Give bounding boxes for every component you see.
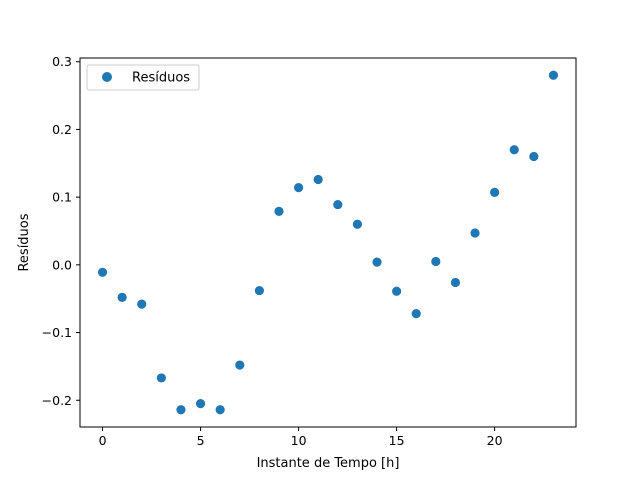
data-point <box>137 299 147 309</box>
data-point <box>195 399 206 409</box>
data-point <box>411 308 421 319</box>
data-point <box>529 151 539 162</box>
scatter-points <box>97 70 559 415</box>
data-point <box>313 174 323 185</box>
y-tick-label: 0.1 <box>52 190 72 205</box>
x-axis-label: Instante de Tempo [h] <box>257 456 400 471</box>
data-point <box>254 285 264 296</box>
data-point <box>548 70 559 80</box>
x-tick-label: 10 <box>291 433 307 448</box>
y-tick-label: −0.2 <box>42 393 72 408</box>
y-tick-label: −0.1 <box>42 325 72 340</box>
legend-marker <box>102 72 112 82</box>
y-axis-label: Resíduos <box>17 213 32 271</box>
x-tick-label: 0 <box>99 433 107 448</box>
data-point <box>490 187 500 197</box>
data-point <box>372 257 382 267</box>
data-point <box>470 228 480 238</box>
data-point <box>392 286 402 296</box>
legend-box <box>86 64 200 91</box>
data-point <box>235 360 245 370</box>
x-tick-label: 20 <box>487 433 503 448</box>
data-point <box>117 292 127 302</box>
data-point <box>176 405 186 415</box>
data-point <box>293 183 304 193</box>
y-tick-label: 0.2 <box>52 122 72 137</box>
plot-frame <box>79 57 577 428</box>
legend: Resíduos <box>86 64 200 91</box>
data-point <box>509 145 519 155</box>
y-axis-ticks: −0.2 −0.1 0.0 0.1 0.2 0.3 <box>42 54 80 408</box>
data-point <box>352 219 363 229</box>
plot-area <box>80 58 576 427</box>
data-point <box>215 405 225 415</box>
data-point <box>274 206 284 216</box>
x-axis-ticks: 0 5 10 15 20 <box>99 427 503 448</box>
data-point <box>156 373 166 383</box>
x-tick-label: 5 <box>197 433 205 448</box>
data-point <box>97 267 108 277</box>
data-point <box>431 256 441 267</box>
data-point <box>333 199 343 210</box>
x-tick-label: 15 <box>389 433 405 448</box>
legend-entry-label: Resíduos <box>132 71 190 86</box>
data-point <box>450 277 461 288</box>
y-tick-label: 0.0 <box>52 257 72 272</box>
y-tick-label: 0.3 <box>52 54 72 69</box>
